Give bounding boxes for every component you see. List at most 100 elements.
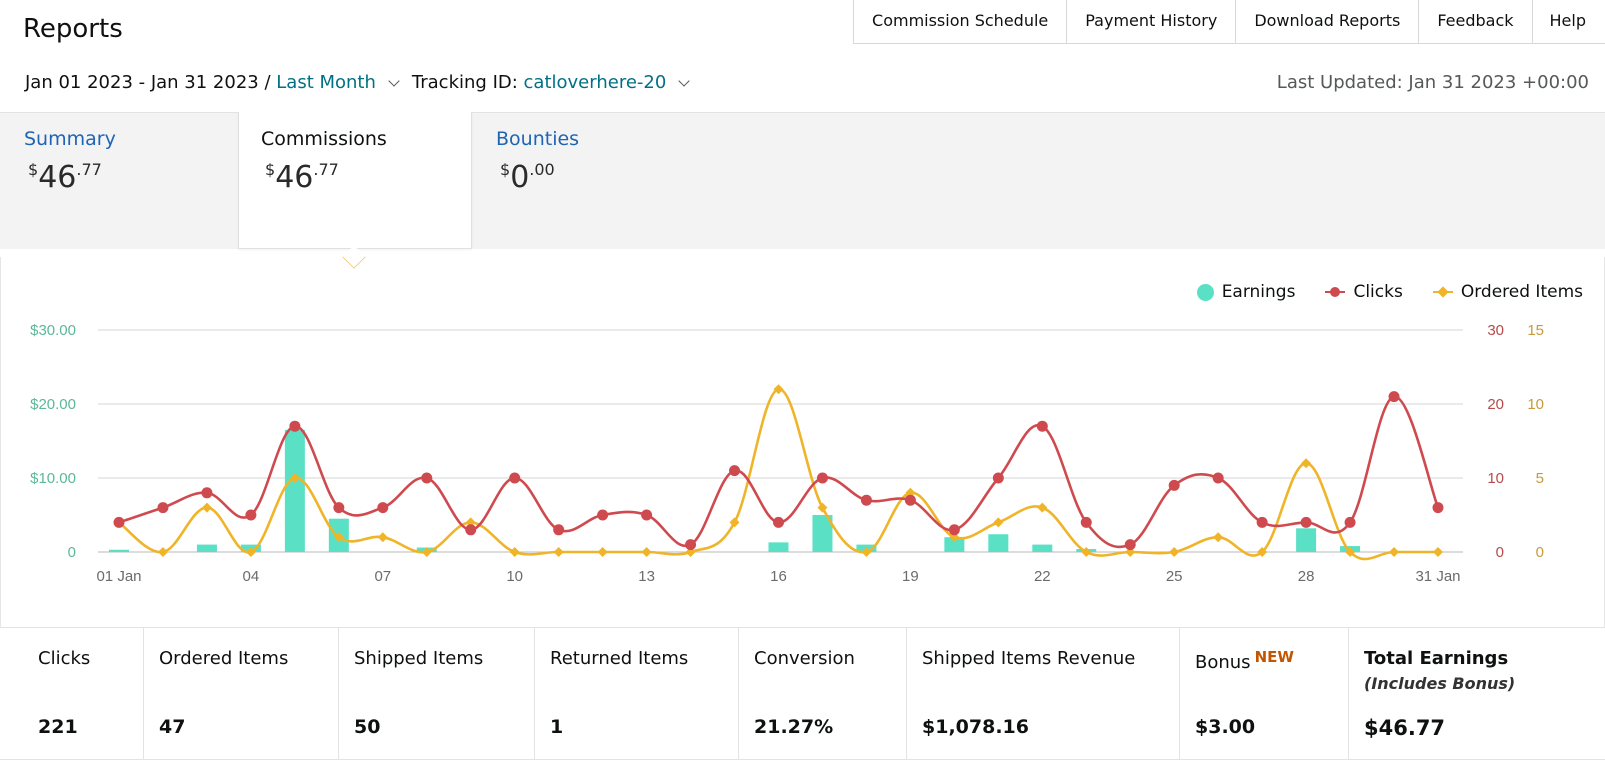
stat-label: Ordered Items: [159, 648, 289, 669]
nav-payment-history[interactable]: Payment History: [1067, 0, 1237, 43]
clicks-point: [113, 516, 125, 528]
ordered-items-point: [641, 547, 652, 557]
ordered-items-point: [553, 547, 564, 557]
tab-summary-label[interactable]: Summary: [24, 128, 116, 150]
tracking-id-dropdown[interactable]: catloverhere-20: [523, 72, 667, 93]
filter-bar: Jan 01 2023 - Jan 31 2023 / Last Month T…: [25, 72, 702, 93]
currency-symbol: $: [28, 160, 39, 179]
chevron-down-icon[interactable]: [388, 74, 400, 87]
amount-cents: .00: [529, 160, 555, 179]
stat-label: Conversion: [754, 648, 855, 669]
nav-feedback[interactable]: Feedback: [1419, 0, 1533, 43]
ordered-items-point: [597, 547, 608, 557]
stat-value: $46.77: [1364, 716, 1446, 740]
clicks-point: [465, 524, 477, 536]
right2-axis-tick-label: 0: [1536, 544, 1544, 561]
clicks-point: [245, 509, 257, 521]
new-badge: NEW: [1254, 648, 1294, 666]
x-axis-tick-label: 16: [770, 568, 787, 585]
amount-whole: 0: [510, 160, 530, 195]
stat-label: Shipped Items Revenue: [922, 648, 1136, 669]
ordered-items-point: [333, 532, 344, 543]
ordered-items-point: [1389, 547, 1400, 557]
stat-label: Clicks: [38, 648, 91, 669]
ordered-items-point: [861, 547, 872, 557]
legend-ordered-items-label: Ordered Items: [1460, 282, 1583, 302]
ordered-items-point: [1433, 547, 1443, 557]
clicks-point: [1212, 472, 1224, 484]
stats-row: Clicks 221 Ordered Items 47 Shipped Item…: [0, 627, 1605, 760]
ordered-items-point: [157, 547, 168, 557]
ordered-items-point: [993, 517, 1004, 528]
ordered-items-point: [1169, 547, 1180, 557]
clicks-point: [641, 509, 653, 521]
clicks-point: [860, 494, 872, 506]
x-axis-tick-label: 13: [638, 568, 655, 585]
clicks-point: [509, 472, 521, 484]
right-axis-tick-label: 0: [1496, 544, 1504, 561]
ordered-items-point: [421, 547, 432, 557]
clicks-point: [816, 472, 828, 484]
legend-ordered-items[interactable]: Ordered Items: [1432, 282, 1583, 302]
stat-value: 21.27%: [754, 716, 834, 738]
clicks-point: [1080, 516, 1092, 528]
legend-clicks-label: Clicks: [1353, 282, 1403, 302]
ordered-items-point: [817, 502, 828, 513]
stat-bonus-label: Bonus: [1195, 652, 1251, 673]
clicks-point: [597, 509, 609, 521]
x-axis-tick-label: 01 Jan: [96, 568, 141, 585]
performance-chart: 0 0 0 $10.00 10 5 $20.00 20 10 $30.00 30 15 01 Jan 04…: [30, 322, 1544, 585]
legend-ordered-marker: [1432, 286, 1453, 298]
ordered-items-point: [729, 517, 740, 528]
earnings-bar: [109, 549, 129, 552]
ordered-items-point: [1257, 547, 1268, 557]
x-axis-tick-label: 28: [1298, 568, 1315, 585]
earnings-bar: [768, 542, 789, 552]
tab-commissions[interactable]: Commissions $46.77: [238, 112, 472, 249]
period-dropdown[interactable]: Last Month: [276, 72, 376, 93]
chevron-down-icon[interactable]: [678, 74, 690, 87]
ordered-items-point: [905, 487, 916, 498]
earnings-bar: [812, 515, 833, 552]
x-axis-tick-label: 04: [243, 568, 260, 585]
legend-clicks[interactable]: Clicks: [1325, 282, 1403, 302]
nav-help[interactable]: Help: [1549, 11, 1586, 30]
stat-value: 50: [354, 716, 381, 738]
right2-axis-tick-label: 10: [1527, 396, 1544, 413]
amount-whole: 46: [38, 160, 77, 195]
tab-bounties-label[interactable]: Bounties: [496, 128, 580, 150]
last-updated: Last Updated: Jan 31 2023 +00:00: [1276, 72, 1589, 93]
earnings-bar: [988, 534, 1009, 552]
stat-label: Returned Items: [550, 648, 689, 669]
earnings-bar: [944, 537, 965, 552]
ordered-items-point: [1345, 547, 1356, 557]
tracking-label: Tracking ID:: [411, 72, 524, 93]
x-axis-tick-label: 19: [902, 568, 919, 585]
ordered-items-point: [1037, 502, 1048, 513]
clicks-point: [1344, 516, 1356, 528]
clicks-point: [421, 472, 433, 484]
x-axis-tick-label: 10: [506, 568, 523, 585]
nav-commission-schedule[interactable]: Commission Schedule: [854, 0, 1068, 43]
commissions-amount: $46.77: [265, 160, 471, 195]
stat-clicks: Clicks 221: [0, 628, 144, 760]
stat-sublabel: (Includes Bonus): [1364, 674, 1516, 693]
stat-conversion: Conversion 21.27%: [739, 628, 907, 760]
legend-earnings-marker: [1196, 283, 1214, 301]
tab-summary[interactable]: Summary $46.77: [24, 112, 224, 249]
nav-download-reports[interactable]: Download Reports: [1236, 0, 1420, 43]
stat-value: 1: [550, 716, 564, 738]
clicks-point: [773, 516, 784, 528]
tab-commissions-label[interactable]: Commissions: [261, 128, 387, 150]
tab-bounties[interactable]: Bounties $0.00: [496, 112, 696, 249]
clicks-point: [157, 502, 169, 514]
right-axis-tick-label: 10: [1487, 470, 1504, 487]
x-axis-tick-label: 22: [1034, 568, 1051, 585]
ordered-items-point: [509, 547, 520, 557]
earnings-bar: [196, 544, 217, 552]
legend-earnings[interactable]: Earnings: [1196, 282, 1295, 302]
amount-cents: .77: [313, 160, 339, 179]
ordered-items-point: [1081, 547, 1092, 557]
chart-container: 0 0 0 $10.00 10 5 $20.00 20 10 $30.00 30 15 01 Jan 04…: [0, 257, 1605, 627]
right-axis-tick-label: 30: [1487, 322, 1504, 339]
